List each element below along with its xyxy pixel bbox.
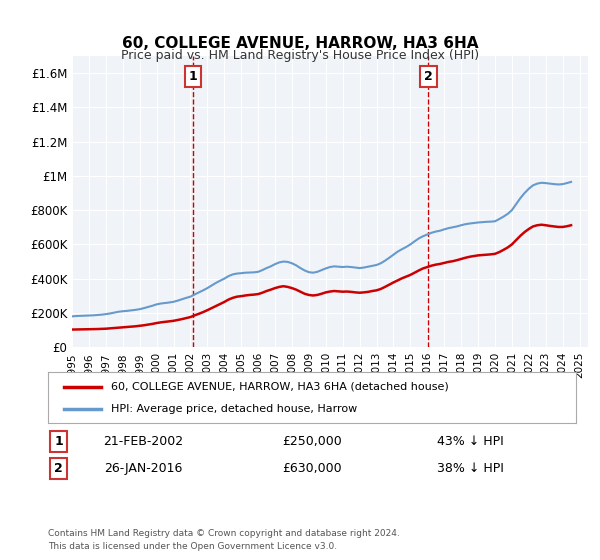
Text: 1: 1	[54, 435, 63, 448]
Text: 2: 2	[424, 70, 433, 83]
Text: 26-JAN-2016: 26-JAN-2016	[104, 462, 182, 475]
Text: 38% ↓ HPI: 38% ↓ HPI	[437, 462, 504, 475]
Text: Contains HM Land Registry data © Crown copyright and database right 2024.: Contains HM Land Registry data © Crown c…	[48, 529, 400, 538]
Text: £250,000: £250,000	[282, 435, 342, 448]
Text: Price paid vs. HM Land Registry's House Price Index (HPI): Price paid vs. HM Land Registry's House …	[121, 49, 479, 62]
Text: 2: 2	[54, 462, 63, 475]
Text: 60, COLLEGE AVENUE, HARROW, HA3 6HA: 60, COLLEGE AVENUE, HARROW, HA3 6HA	[122, 36, 478, 52]
Text: 43% ↓ HPI: 43% ↓ HPI	[437, 435, 504, 448]
Text: 1: 1	[188, 70, 197, 83]
Text: 21-FEB-2002: 21-FEB-2002	[103, 435, 183, 448]
Text: 60, COLLEGE AVENUE, HARROW, HA3 6HA (detached house): 60, COLLEGE AVENUE, HARROW, HA3 6HA (det…	[112, 381, 449, 391]
Text: This data is licensed under the Open Government Licence v3.0.: This data is licensed under the Open Gov…	[48, 542, 337, 551]
Text: £630,000: £630,000	[282, 462, 342, 475]
Text: HPI: Average price, detached house, Harrow: HPI: Average price, detached house, Harr…	[112, 404, 358, 414]
